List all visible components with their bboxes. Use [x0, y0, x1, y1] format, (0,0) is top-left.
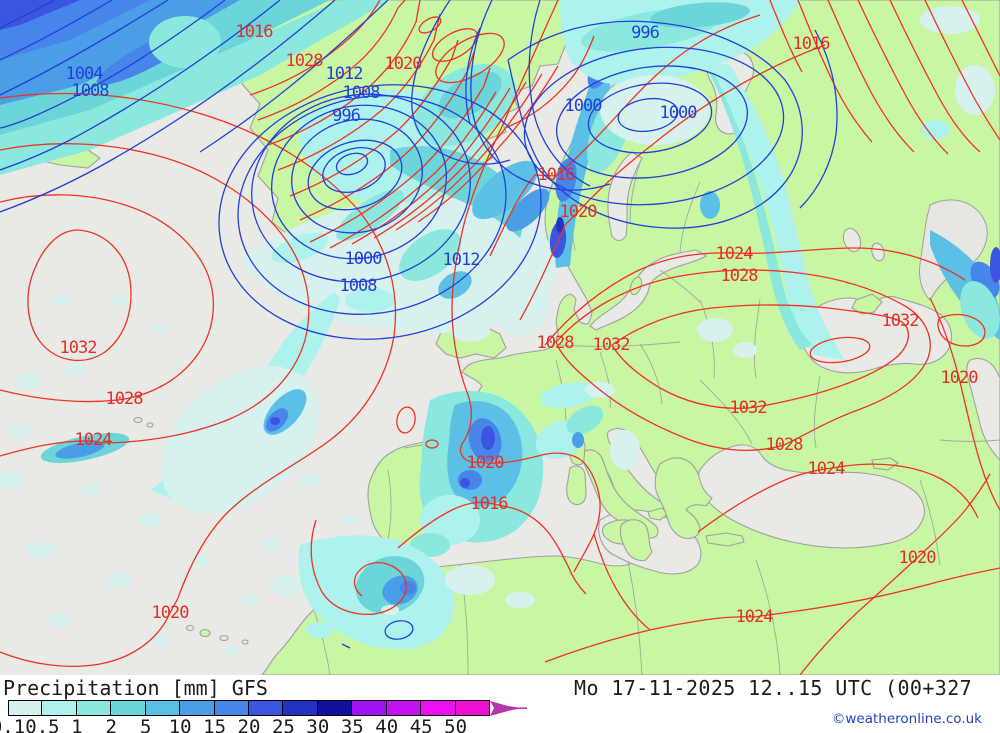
- isobar-value-label: 1028: [286, 51, 324, 71]
- isobar-value-label: 1000: [565, 96, 603, 116]
- isobar-value-label: 1000: [345, 249, 383, 269]
- valid-time-label: Mo 17-11-2025 12..15 UTC (00+327: [574, 676, 973, 700]
- isobar-value-label: 1020: [385, 54, 423, 74]
- legend-tick-label: 10: [168, 716, 192, 733]
- legend-segment: [316, 700, 353, 716]
- legend-segment: [351, 700, 387, 716]
- legend-tick-label: 50: [444, 716, 468, 733]
- legend-tick-label: 15: [203, 716, 227, 733]
- legend-segment: [385, 700, 422, 716]
- isobar-value-label: 1020: [899, 548, 937, 568]
- legend-tick-label: 0.1: [0, 716, 26, 733]
- isobar-value-label: 1024: [75, 430, 113, 450]
- greece: [654, 457, 713, 540]
- isobar-value-label: 1016: [471, 494, 509, 514]
- legend-tick-label: 2: [105, 716, 118, 733]
- isobar-value-label: 1012: [443, 250, 480, 270]
- isobar-value-label: 1000: [660, 103, 698, 123]
- legend-tick-label: 35: [340, 716, 364, 733]
- tunisia: [619, 519, 653, 562]
- isobar-value-label: 1028: [766, 435, 804, 455]
- isobar-value-label: 1020: [467, 453, 505, 473]
- italy: [582, 449, 659, 539]
- legend-segment: [179, 700, 215, 716]
- legend-tick-label: 5: [139, 716, 152, 733]
- isobar-value-label: 1024: [736, 607, 774, 627]
- isobars-red: [0, 0, 1000, 675]
- legend-segment: [8, 700, 43, 716]
- isobar-value-label: 996: [332, 106, 360, 126]
- legend-segment: [75, 700, 112, 716]
- legend-tick-label: 45: [409, 716, 433, 733]
- isobar-value-label: 1032: [593, 335, 630, 355]
- caspian-sea: [966, 357, 1000, 461]
- legend-segment: [110, 700, 146, 716]
- isobar-value-label: 1008: [343, 83, 381, 103]
- isobar-value-label: 1028: [537, 333, 575, 353]
- isobar-value-label: 1032: [60, 338, 97, 358]
- eastern-mediterranean: [697, 444, 925, 549]
- canary-islands: [199, 628, 211, 638]
- precipitation-shading: [0, 0, 1000, 655]
- isobars-blue: [0, 0, 838, 649]
- legend-segment: [248, 700, 284, 716]
- copyright-label: ©weatheronline.co.uk: [831, 711, 982, 727]
- crete: [705, 532, 745, 547]
- legend-tick-label: 0.5: [25, 716, 60, 733]
- sardinia: [566, 465, 587, 506]
- legend-segment: [454, 700, 490, 716]
- isobar-value-label: 1016: [538, 165, 576, 185]
- legend-tick-label: 25: [271, 716, 295, 733]
- isobar-value-label: 1008: [340, 276, 378, 296]
- isobar-value-label: 1028: [721, 266, 759, 286]
- isobar-value-label: 1020: [560, 202, 598, 222]
- isobar-value-label: 1028: [106, 389, 144, 409]
- isobar-value-label: 1032: [730, 398, 767, 418]
- isobar-value-label: 1020: [941, 368, 979, 388]
- crimea: [851, 293, 883, 315]
- legend-tick-label: 1: [71, 716, 83, 733]
- isobar-value-label: 1004: [66, 64, 104, 84]
- isobar-value-label: 1012: [326, 64, 363, 84]
- legend-tick-label: 40: [375, 716, 399, 733]
- isobar-value-label: 996: [631, 23, 659, 43]
- map-footer: Precipitation [mm] GFS Mo 17-11-2025 12.…: [0, 675, 1000, 733]
- isobar-value-label: 1020: [152, 603, 190, 623]
- isobar-value-label: 1016: [793, 34, 831, 54]
- legend-tick-label: 20: [237, 716, 261, 733]
- legend-arrow-icon: [490, 701, 528, 716]
- isobar-value-label: 1024: [808, 459, 846, 479]
- legend-segment: [144, 700, 181, 716]
- legend-title: Precipitation [mm] GFS: [3, 676, 268, 700]
- legend-segment: [41, 700, 77, 716]
- legend-tick-label: 30: [306, 716, 330, 733]
- isobar-value-label: 1032: [882, 311, 919, 331]
- isobar-value-label: 1016: [236, 22, 274, 42]
- legend-segment: [213, 700, 249, 716]
- legend-segment: [282, 700, 318, 716]
- legend-segment: [420, 700, 456, 716]
- isobar-value-label: 1024: [716, 244, 754, 264]
- isobar-value-label: 1008: [72, 81, 110, 101]
